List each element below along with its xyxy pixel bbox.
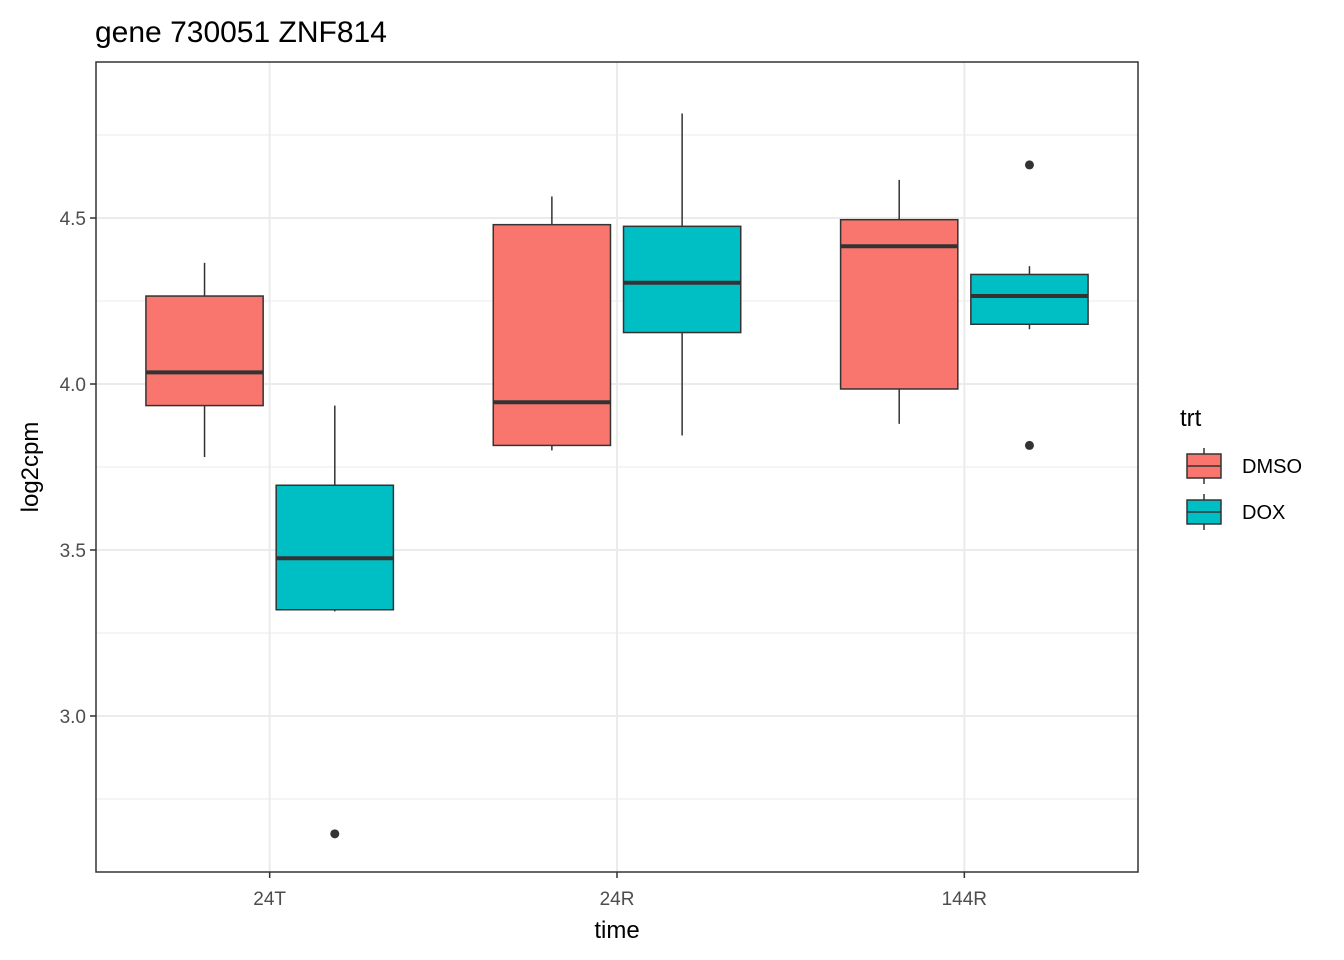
box-body <box>970 273 1089 326</box>
legend: trt DMSO DOX <box>1180 405 1302 530</box>
box-body <box>145 295 264 407</box>
legend-entries: DMSO DOX <box>1186 448 1302 530</box>
outlier-point <box>1024 160 1034 170</box>
legend-title: trt <box>1180 405 1202 432</box>
x-tick-label: 144R <box>942 889 987 910</box>
box-dmso-144r <box>839 179 959 424</box>
box-body <box>492 223 612 447</box>
y-axis-title: log2cpm <box>17 422 44 513</box>
grid-layer <box>96 62 1138 872</box>
y-tick-label: 4.0 <box>60 375 86 396</box>
box-dox-24r <box>622 113 742 436</box>
y-tick-label: 3.5 <box>60 541 86 562</box>
box-body <box>275 484 395 611</box>
box-body <box>622 225 742 334</box>
x-tick-label: 24T <box>253 889 286 910</box>
outlier-point <box>1024 440 1034 450</box>
chart-title: gene 730051 ZNF814 <box>95 16 387 49</box>
legend-entry-dox: DOX <box>1186 494 1285 530</box>
legend-label: DOX <box>1242 502 1285 524</box>
box-layer <box>145 113 1089 839</box>
axis-layer: 3.0 3.5 4.0 4.5 24T 24R 144R <box>60 209 987 910</box>
legend-entry-dmso: DMSO <box>1186 448 1302 484</box>
y-tick-label: 3.0 <box>60 707 86 728</box>
x-axis-title: time <box>594 917 639 944</box>
box-dox-144r <box>970 160 1089 450</box>
box-dmso-24r <box>492 196 612 451</box>
x-tick-label: 24R <box>600 889 635 910</box>
box-dmso-24t <box>145 262 264 458</box>
box-dox-24t <box>275 405 395 839</box>
legend-label: DMSO <box>1242 456 1302 478</box>
outlier-point <box>330 829 340 839</box>
y-tick-label: 4.5 <box>60 209 86 230</box>
